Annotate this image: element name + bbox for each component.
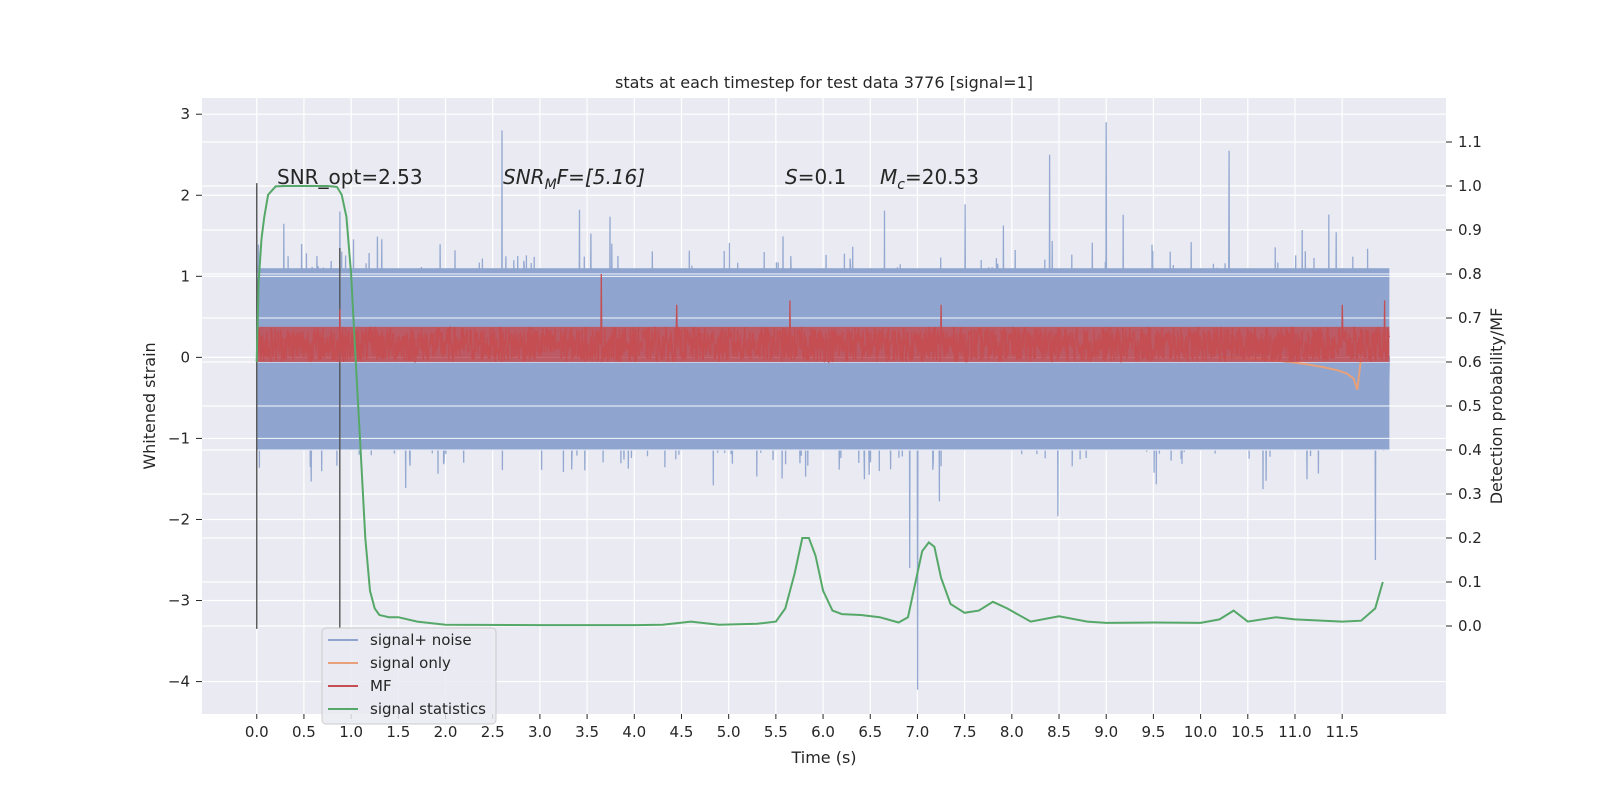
y-tick-label-1: 2 bbox=[180, 186, 190, 204]
y-tick-label-2: 1 bbox=[180, 267, 190, 285]
y-right-tick-label-3: 0.8 bbox=[1458, 265, 1482, 283]
x-tick-label-17: 8.5 bbox=[1047, 723, 1071, 741]
legend-box bbox=[321, 627, 497, 725]
annotation-snr-mf-main: SNR bbox=[503, 165, 545, 189]
x-tick-label-22: 11.0 bbox=[1278, 723, 1311, 741]
legend: signal+ noise signal only MF signal stat… bbox=[321, 627, 497, 725]
x-tick-label-2: 1.0 bbox=[339, 723, 363, 741]
x-tick-label-8: 4.0 bbox=[622, 723, 646, 741]
y-tick-label-0: 3 bbox=[180, 105, 190, 123]
y-tick-label-7: −4 bbox=[168, 673, 190, 691]
legend-entry-mf: MF bbox=[328, 677, 392, 695]
y-tick-label-4: −1 bbox=[168, 429, 190, 447]
x-tick-label-0: 0.0 bbox=[245, 723, 269, 741]
annotations: SNR_opt=2.53 SNRMF=[5.16] S=0.1 Mc=20.53 bbox=[277, 165, 979, 193]
y-axis-label: Whitened strain bbox=[140, 342, 159, 469]
x-tick-label-9: 4.5 bbox=[670, 723, 694, 741]
legend-entry-signal-statistics: signal statistics bbox=[328, 700, 486, 718]
annotation-snr-opt: SNR_opt=2.53 bbox=[277, 165, 423, 189]
series-signal-statistics-line bbox=[255, 185, 1384, 627]
x-tick-label-13: 6.5 bbox=[858, 723, 882, 741]
x-tick-label-23: 11.5 bbox=[1325, 723, 1358, 741]
annotation-mc-sub: c bbox=[897, 177, 905, 193]
x-tick-label-16: 8.0 bbox=[1000, 723, 1024, 741]
annotation-snr-mf: SNRMF=[5.16] bbox=[503, 165, 645, 193]
x-tick-label-20: 10.0 bbox=[1184, 723, 1217, 741]
chart-title: stats at each timestep for test data 377… bbox=[615, 73, 1033, 92]
y-tick-label-6: −3 bbox=[168, 592, 190, 610]
x-tick-label-19: 9.5 bbox=[1141, 723, 1165, 741]
y-right-tick-label-6: 0.5 bbox=[1458, 397, 1482, 415]
x-tick-label-6: 3.0 bbox=[528, 723, 552, 741]
x-tick-label-4: 2.0 bbox=[434, 723, 458, 741]
y-right-tick-label-5: 0.6 bbox=[1458, 353, 1482, 371]
y-right-tick-label-10: 0.1 bbox=[1458, 573, 1482, 591]
legend-label-mf: MF bbox=[370, 677, 392, 695]
y-right-axis-ticks: 1.1 1.0 0.9 0.8 0.7 0.6 0.5 0.4 0.3 0.2 0.1 0.0 bbox=[1446, 133, 1482, 635]
y-right-tick-label-8: 0.3 bbox=[1458, 485, 1482, 503]
x-tick-label-1: 0.5 bbox=[292, 723, 316, 741]
annotation-s-rest: =0.1 bbox=[798, 165, 847, 189]
annotation-snr-mf-sub: M bbox=[545, 177, 557, 193]
x-tick-label-21: 10.5 bbox=[1231, 723, 1264, 741]
y-tick-label-3: 0 bbox=[180, 348, 190, 366]
annotation-snr-mf-rest: F=[5.16] bbox=[557, 165, 645, 189]
x-tick-label-11: 5.5 bbox=[764, 723, 788, 741]
x-tick-label-10: 5.0 bbox=[717, 723, 741, 741]
annotation-mc-rest: =20.53 bbox=[905, 165, 979, 189]
annotation-mc-main: M bbox=[880, 165, 897, 189]
legend-label-signal-only: signal only bbox=[370, 654, 451, 672]
y-right-tick-label-4: 0.7 bbox=[1458, 309, 1482, 327]
y-axis-ticks: 3 2 1 0 −1 −2 −3 −4 bbox=[168, 105, 202, 691]
x-tick-label-5: 2.5 bbox=[481, 723, 505, 741]
y-right-tick-label-0: 1.1 bbox=[1458, 133, 1482, 151]
legend-label-signal-noise: signal+ noise bbox=[370, 631, 472, 649]
y-right-tick-label-11: 0.0 bbox=[1458, 617, 1482, 635]
y-tick-label-5: −2 bbox=[168, 510, 190, 528]
annotation-mc: Mc=20.53 bbox=[880, 165, 979, 193]
x-tick-label-18: 9.0 bbox=[1094, 723, 1118, 741]
x-tick-label-7: 3.5 bbox=[575, 723, 599, 741]
annotation-s: S=0.1 bbox=[785, 165, 846, 189]
y-right-tick-label-7: 0.4 bbox=[1458, 441, 1482, 459]
series-mf-line bbox=[256, 273, 1391, 364]
legend-label-signal-statistics: signal statistics bbox=[370, 700, 486, 718]
legend-entry-signal-noise: signal+ noise bbox=[328, 631, 472, 649]
annotation-s-main: S bbox=[785, 165, 798, 189]
y-right-tick-label-1: 1.0 bbox=[1458, 177, 1482, 195]
x-tick-label-12: 6.0 bbox=[811, 723, 835, 741]
x-tick-label-3: 1.5 bbox=[386, 723, 410, 741]
series-layer bbox=[255, 122, 1391, 690]
y-right-tick-label-9: 0.2 bbox=[1458, 529, 1482, 547]
x-axis-label: Time (s) bbox=[790, 748, 856, 767]
x-tick-label-15: 7.5 bbox=[953, 723, 977, 741]
x-axis-ticks: 0.0 0.5 1.0 1.5 2.0 2.5 3.0 3.5 4.0 4.5 5.0 5.5 6.0 6… bbox=[245, 714, 1359, 741]
legend-entry-signal-only: signal only bbox=[328, 654, 451, 672]
x-tick-label-14: 7.0 bbox=[906, 723, 930, 741]
y-right-tick-label-2: 0.9 bbox=[1458, 221, 1482, 239]
y-right-axis-label: Detection probability/MF bbox=[1487, 308, 1506, 505]
